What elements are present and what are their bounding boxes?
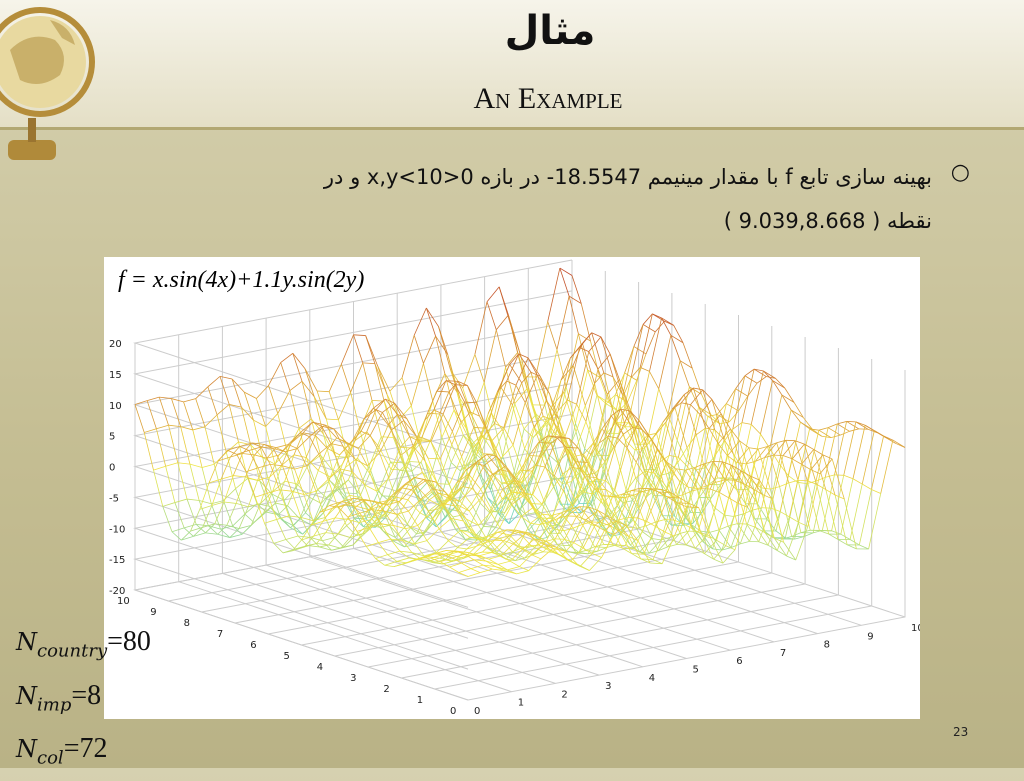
y-tick-label: 10 xyxy=(117,596,130,607)
param-value: =72 xyxy=(64,733,108,764)
param-name: N xyxy=(16,682,37,710)
x-tick-label: 3 xyxy=(605,681,611,692)
y-tick-label: 4 xyxy=(317,662,323,673)
y-tick-label: 9 xyxy=(150,607,156,618)
bullet-text: بهینه سازی تابع f با مقدار مینیمم 18.554… xyxy=(112,155,932,243)
title: مثال xyxy=(0,8,1024,54)
z-tick-label: 20 xyxy=(109,339,122,350)
x-tick-label: 5 xyxy=(693,665,699,676)
param-sub: imp xyxy=(37,694,71,715)
z-tick-label: -5 xyxy=(109,493,119,504)
formula: f = x.sin(4x)+1.1y.sin(2y) xyxy=(118,267,364,293)
param-sub: country xyxy=(37,641,107,662)
x-tick-label: 8 xyxy=(824,640,830,651)
x-tick-label: 1 xyxy=(518,698,524,709)
z-tick-label: 10 xyxy=(109,401,122,412)
z-tick-label: 15 xyxy=(109,370,122,381)
page-number: 23 xyxy=(953,725,968,739)
bullet-line: نقطه ( 9.039,8.668 ) xyxy=(112,199,932,243)
param-name: N xyxy=(16,735,37,763)
subtitle: An Example xyxy=(0,82,1024,116)
z-tick-label: -10 xyxy=(109,524,125,535)
parameter: Nimp=8 xyxy=(16,674,151,728)
z-tick-label: -15 xyxy=(109,555,125,566)
y-tick-label: 2 xyxy=(383,684,389,695)
x-tick-label: 9 xyxy=(867,631,873,642)
x-tick-label: 0 xyxy=(474,706,480,717)
y-tick-label: 7 xyxy=(217,629,223,640)
x-tick-label: 4 xyxy=(649,673,655,684)
y-tick-label: 3 xyxy=(350,673,356,684)
y-tick-label: 5 xyxy=(284,651,290,662)
y-tick-label: 1 xyxy=(417,695,423,706)
x-tick-label: 7 xyxy=(780,648,786,659)
z-tick-label: 0 xyxy=(109,463,115,474)
bullet-marker: ○ xyxy=(951,160,970,185)
x-tick-label: 2 xyxy=(561,689,567,700)
surface-plot: f = x.sin(4x)+1.1y.sin(2y) 20151050-5-10… xyxy=(104,257,920,719)
parameters: Ncountry=80 Nimp=8 Ncol=72 xyxy=(16,620,151,781)
y-tick-label: 6 xyxy=(250,640,256,651)
y-tick-label: 0 xyxy=(450,706,456,717)
x-tick-label: 6 xyxy=(736,656,742,667)
bullet-line: بهینه سازی تابع f با مقدار مینیمم 18.554… xyxy=(112,155,932,199)
y-tick-label: 8 xyxy=(184,618,190,629)
x-tick-label: 10 xyxy=(911,623,920,634)
param-sub: col xyxy=(37,748,64,769)
param-value: =80 xyxy=(107,626,151,657)
parameter: Ncol=72 xyxy=(16,727,151,781)
z-tick-label: 5 xyxy=(109,432,115,443)
parameter: Ncountry=80 xyxy=(16,620,151,674)
param-value: =8 xyxy=(71,680,101,711)
param-name: N xyxy=(16,628,37,656)
